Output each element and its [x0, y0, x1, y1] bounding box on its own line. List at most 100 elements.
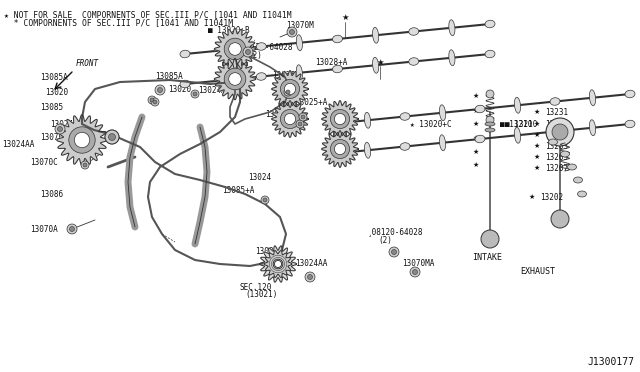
Circle shape [287, 27, 297, 37]
Ellipse shape [180, 50, 190, 58]
Ellipse shape [256, 73, 266, 80]
Text: ■ 13020+B: ■ 13020+B [208, 26, 250, 35]
Text: 13085: 13085 [40, 103, 63, 112]
Circle shape [289, 29, 294, 35]
Text: 13070MA: 13070MA [402, 260, 435, 269]
Circle shape [280, 79, 300, 99]
Text: 13020: 13020 [168, 84, 191, 93]
Ellipse shape [561, 151, 570, 157]
Text: ★ NOT FOR SALE  COMPORNENTS OF SEC.III P/C [1041 AND I1041M: ★ NOT FOR SALE COMPORNENTS OF SEC.III P/… [4, 10, 292, 19]
Circle shape [335, 114, 345, 124]
Text: 13207: 13207 [545, 164, 568, 173]
Text: ★: ★ [534, 143, 540, 149]
Circle shape [280, 109, 300, 129]
Circle shape [552, 124, 568, 140]
Ellipse shape [625, 90, 635, 98]
Ellipse shape [485, 128, 495, 132]
Text: SEC.120: SEC.120 [240, 282, 273, 292]
Ellipse shape [180, 80, 190, 88]
Text: FRONT: FRONT [76, 59, 99, 68]
Circle shape [301, 115, 305, 119]
Circle shape [230, 74, 241, 84]
Circle shape [224, 38, 246, 60]
Text: 13025+A: 13025+A [295, 97, 328, 106]
Text: ★: ★ [529, 194, 535, 200]
Ellipse shape [325, 120, 335, 128]
Circle shape [228, 73, 241, 85]
Ellipse shape [409, 28, 419, 35]
Circle shape [150, 98, 154, 102]
Polygon shape [260, 246, 296, 282]
Ellipse shape [333, 65, 342, 73]
Circle shape [74, 132, 90, 148]
Text: 13210: 13210 [545, 119, 568, 128]
Text: 13024AA: 13024AA [2, 140, 35, 148]
Polygon shape [214, 58, 256, 100]
Circle shape [296, 120, 304, 128]
Circle shape [330, 109, 349, 129]
Circle shape [284, 88, 292, 96]
Circle shape [546, 118, 574, 146]
Circle shape [69, 127, 95, 153]
Ellipse shape [485, 20, 495, 28]
Circle shape [224, 68, 246, 90]
Text: ¸08120-64028: ¸08120-64028 [368, 228, 424, 237]
Text: ★: ★ [534, 109, 540, 115]
Circle shape [305, 272, 315, 282]
Ellipse shape [440, 105, 445, 121]
Ellipse shape [364, 142, 371, 158]
Circle shape [285, 84, 295, 94]
Circle shape [263, 198, 267, 202]
Ellipse shape [440, 135, 445, 151]
Ellipse shape [548, 139, 557, 145]
Ellipse shape [296, 65, 303, 81]
Circle shape [486, 116, 494, 124]
Text: ★: ★ [473, 93, 479, 99]
Circle shape [246, 49, 250, 55]
Circle shape [299, 113, 307, 121]
Text: 13086: 13086 [40, 189, 63, 199]
Circle shape [67, 224, 77, 234]
Text: ¸08120-64028: ¸08120-64028 [238, 42, 294, 51]
Ellipse shape [409, 58, 419, 65]
Text: 13028+A: 13028+A [315, 58, 348, 67]
Polygon shape [322, 100, 358, 137]
Circle shape [284, 83, 296, 94]
Circle shape [228, 43, 241, 55]
Text: ★: ★ [473, 149, 479, 155]
Text: 13024A: 13024A [265, 109, 292, 119]
Circle shape [261, 196, 269, 204]
Polygon shape [271, 71, 308, 108]
Circle shape [70, 227, 74, 231]
Circle shape [275, 260, 282, 267]
Text: 13203: 13203 [545, 141, 568, 151]
Circle shape [285, 114, 295, 124]
Ellipse shape [333, 35, 342, 43]
Polygon shape [271, 100, 308, 137]
Polygon shape [322, 131, 358, 167]
Text: ★: ★ [473, 162, 479, 168]
Circle shape [151, 98, 159, 106]
Circle shape [298, 122, 302, 126]
Text: (2): (2) [248, 51, 262, 60]
Circle shape [334, 113, 346, 125]
Ellipse shape [515, 97, 520, 113]
Ellipse shape [589, 120, 596, 136]
Circle shape [76, 134, 88, 147]
Text: 13205: 13205 [545, 153, 568, 161]
Circle shape [105, 130, 119, 144]
Text: EXHAUST: EXHAUST [520, 267, 555, 276]
Text: ★: ★ [534, 165, 540, 171]
Text: 13070M: 13070M [286, 20, 314, 29]
Ellipse shape [296, 35, 303, 51]
Text: 13085B: 13085B [255, 247, 283, 257]
Text: 13070C: 13070C [30, 157, 58, 167]
Circle shape [410, 267, 420, 277]
Circle shape [389, 247, 399, 257]
Ellipse shape [449, 20, 455, 36]
Text: ★: ★ [473, 108, 479, 114]
Text: 13231: 13231 [545, 108, 568, 116]
Circle shape [335, 144, 345, 154]
Ellipse shape [485, 122, 495, 126]
Text: 13020: 13020 [45, 87, 68, 96]
